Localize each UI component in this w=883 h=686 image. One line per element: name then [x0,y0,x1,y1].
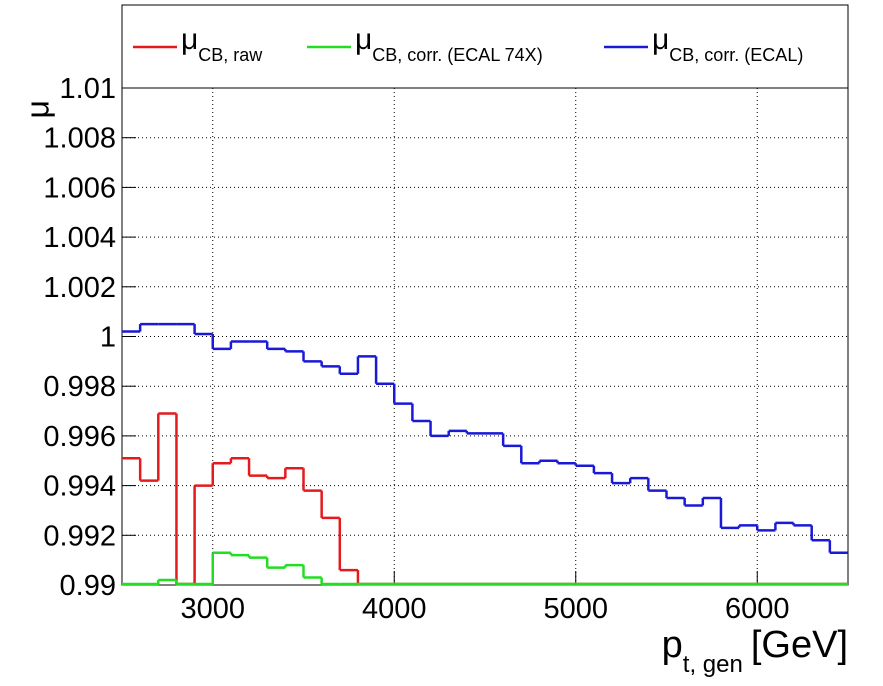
x-tick-label: 4000 [362,593,427,625]
x-label-unit: [GeV] [751,624,848,666]
legend-subscript: CB, raw [198,45,263,65]
y-tick-label: 1 [100,322,116,354]
legend-entry: μCB, corr. (ECAL) [652,23,803,65]
legend-entry: μCB, corr. (ECAL 74X) [355,23,543,65]
legend-box [121,4,849,89]
legend-subscript: CB, corr. (ECAL 74X) [372,45,542,65]
legend-symbol: μ [355,23,372,56]
legend-entry: μCB, raw [181,23,263,65]
x-tick-label: 5000 [543,593,608,625]
x-tick-label: 6000 [725,593,790,625]
x-label-symbol: p [662,624,683,666]
x-label-subscript: t, gen [683,651,743,678]
legend-symbol: μ [652,23,669,56]
legend-symbol: μ [181,23,198,56]
y-tick-label: 1.004 [43,222,116,254]
y-tick-label: 0.994 [43,471,116,503]
y-tick-label: 0.996 [43,421,116,453]
legend-subscript: CB, corr. (ECAL) [669,45,803,65]
y-axis-label: μ [19,100,55,118]
y-tick-label: 1.008 [43,123,116,155]
y-tick-label: 0.992 [43,520,116,552]
x-axis-label: pt, gen [GeV] [662,624,848,678]
y-tick-label: 0.998 [43,371,116,403]
y-tick-label: 1.01 [60,73,116,105]
y-tick-label: 1.002 [43,272,116,304]
y-tick-label: 1.006 [43,172,116,204]
y-tick-label: 0.99 [60,570,116,602]
x-tick-label: 3000 [180,593,245,625]
